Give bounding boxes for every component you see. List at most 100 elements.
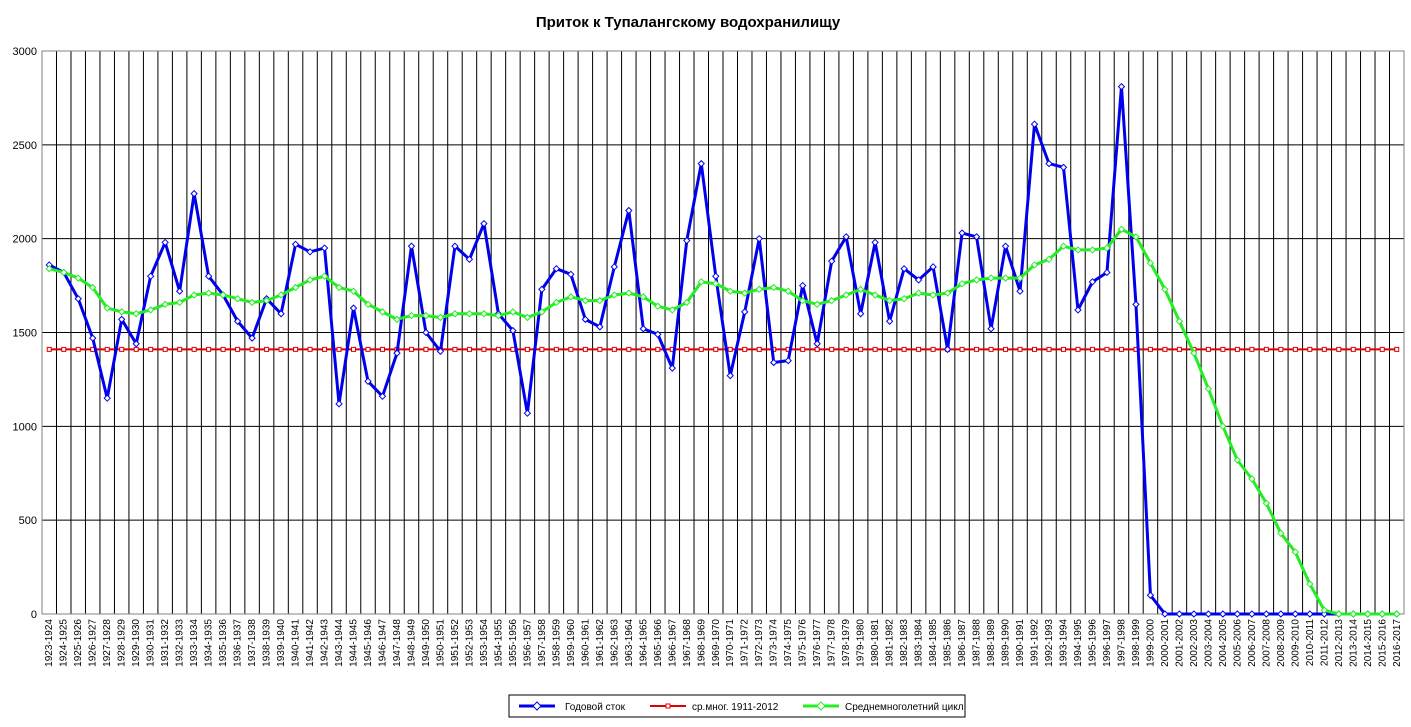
data-point [132, 310, 140, 318]
x-tick-label: 1979-1980 [856, 619, 867, 667]
data-point [683, 298, 691, 307]
data-point [755, 285, 763, 294]
data-point [1278, 346, 1284, 352]
data-point [219, 291, 227, 299]
y-tick-label: 1000 [13, 421, 37, 433]
data-point [1161, 285, 1169, 294]
x-tick-label: 1987-1988 [972, 619, 983, 667]
data-point [1118, 346, 1124, 352]
data-point [813, 300, 821, 309]
x-tick-label: 1934-1935 [204, 619, 215, 667]
x-tick-label: 1946-1947 [378, 619, 389, 667]
data-point [829, 346, 835, 352]
data-point [626, 346, 632, 352]
x-tick-label: 2006-2007 [1247, 619, 1258, 667]
x-tick-label: 1973-1974 [769, 619, 780, 667]
x-tick-label: 1925-1926 [73, 619, 84, 667]
data-point [509, 326, 517, 335]
data-point [1219, 422, 1227, 431]
data-point [46, 346, 52, 352]
data-point [1378, 610, 1386, 618]
x-tick-label: 1960-1961 [580, 619, 591, 667]
data-point [1103, 268, 1111, 277]
x-tick-label: 1995-1996 [1087, 619, 1098, 667]
data-point [814, 346, 820, 352]
data-point [1059, 163, 1068, 172]
data-point [1307, 346, 1313, 352]
x-tick-label: 1992-1993 [1044, 619, 1055, 667]
data-point [322, 346, 328, 352]
data-point [1001, 242, 1010, 250]
data-point [393, 349, 401, 357]
data-point [117, 315, 126, 324]
x-tick-label: 1988-1989 [986, 619, 997, 667]
x-tick-label: 2009-2010 [1290, 619, 1301, 667]
data-point [553, 346, 559, 352]
data-point [1262, 499, 1271, 507]
data-point [1204, 385, 1213, 393]
data-point [813, 340, 821, 348]
data-point [74, 295, 82, 303]
data-point [523, 313, 532, 322]
x-tick-label: 1958-1959 [551, 619, 562, 667]
data-point [610, 291, 619, 299]
data-point [422, 328, 430, 337]
series-line [48, 227, 1397, 616]
x-tick-label: 1985-1986 [943, 619, 954, 667]
legend-marker-runoff [532, 701, 542, 711]
data-point [349, 304, 358, 312]
legend-label-cycle: Среднемноголетний цикл [845, 702, 964, 713]
x-tick-label: 1996-1997 [1102, 619, 1113, 667]
data-point [465, 255, 474, 264]
data-point [1003, 346, 1009, 352]
data-point [885, 296, 894, 305]
data-point [539, 346, 545, 352]
data-point [1176, 346, 1182, 352]
data-point [974, 346, 980, 352]
data-point [148, 346, 154, 352]
data-point [119, 346, 125, 352]
data-point [668, 306, 676, 314]
data-point [365, 346, 371, 352]
data-point [958, 229, 966, 237]
x-tick-label: 1940-1941 [291, 619, 302, 667]
data-point [871, 291, 879, 299]
data-point [1336, 346, 1342, 352]
x-tick-label: 1935-1936 [218, 619, 229, 667]
x-tick-label: 1954-1955 [493, 619, 504, 667]
x-tick-label: 1942-1943 [320, 619, 331, 667]
data-point [248, 334, 256, 342]
data-point [451, 242, 459, 250]
x-tick-label: 1959-1960 [566, 619, 577, 667]
data-point [190, 189, 198, 198]
x-tick-label: 1969-1970 [711, 619, 722, 667]
data-point [1146, 259, 1155, 267]
x-tick-label: 1981-1982 [885, 619, 896, 667]
data-point [987, 274, 995, 282]
data-point [378, 392, 387, 401]
data-point [741, 308, 749, 316]
data-point [510, 346, 516, 352]
data-point [335, 400, 343, 408]
data-point [204, 289, 213, 297]
x-tick-label: 2004-2005 [1218, 619, 1229, 667]
data-point [452, 346, 458, 352]
x-tick-label: 1986-1987 [957, 619, 968, 667]
y-tick-label: 3000 [13, 46, 37, 58]
x-tick-label: 1978-1979 [841, 619, 852, 667]
x-tick-label: 1923-1924 [44, 619, 55, 667]
data-point [1320, 606, 1329, 614]
data-point [1046, 346, 1052, 352]
data-point [220, 346, 226, 352]
x-tick-label: 1982-1983 [899, 619, 910, 667]
data-point [988, 346, 994, 352]
data-point [914, 289, 923, 297]
data-point [306, 276, 314, 284]
data-point [1061, 346, 1066, 352]
data-point [654, 330, 662, 339]
data-point [842, 291, 850, 299]
data-point [1190, 610, 1198, 618]
x-tick-label: 2001-2002 [1174, 619, 1185, 667]
data-point [755, 234, 763, 243]
data-point [1349, 610, 1357, 618]
